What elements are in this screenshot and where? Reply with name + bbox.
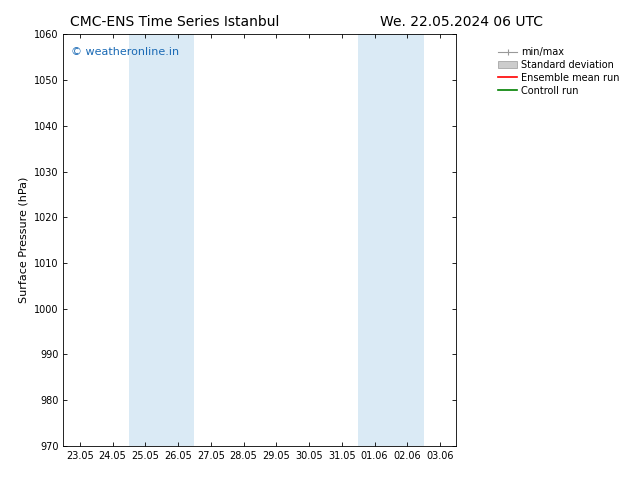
Bar <box>358 34 424 446</box>
Legend: min/max, Standard deviation, Ensemble mean run, Controll run: min/max, Standard deviation, Ensemble me… <box>495 44 623 98</box>
Bar <box>129 34 195 446</box>
Text: We. 22.05.2024 06 UTC: We. 22.05.2024 06 UTC <box>380 15 543 29</box>
Y-axis label: Surface Pressure (hPa): Surface Pressure (hPa) <box>18 177 29 303</box>
Text: © weatheronline.in: © weatheronline.in <box>71 47 179 57</box>
Text: CMC-ENS Time Series Istanbul: CMC-ENS Time Series Istanbul <box>70 15 279 29</box>
